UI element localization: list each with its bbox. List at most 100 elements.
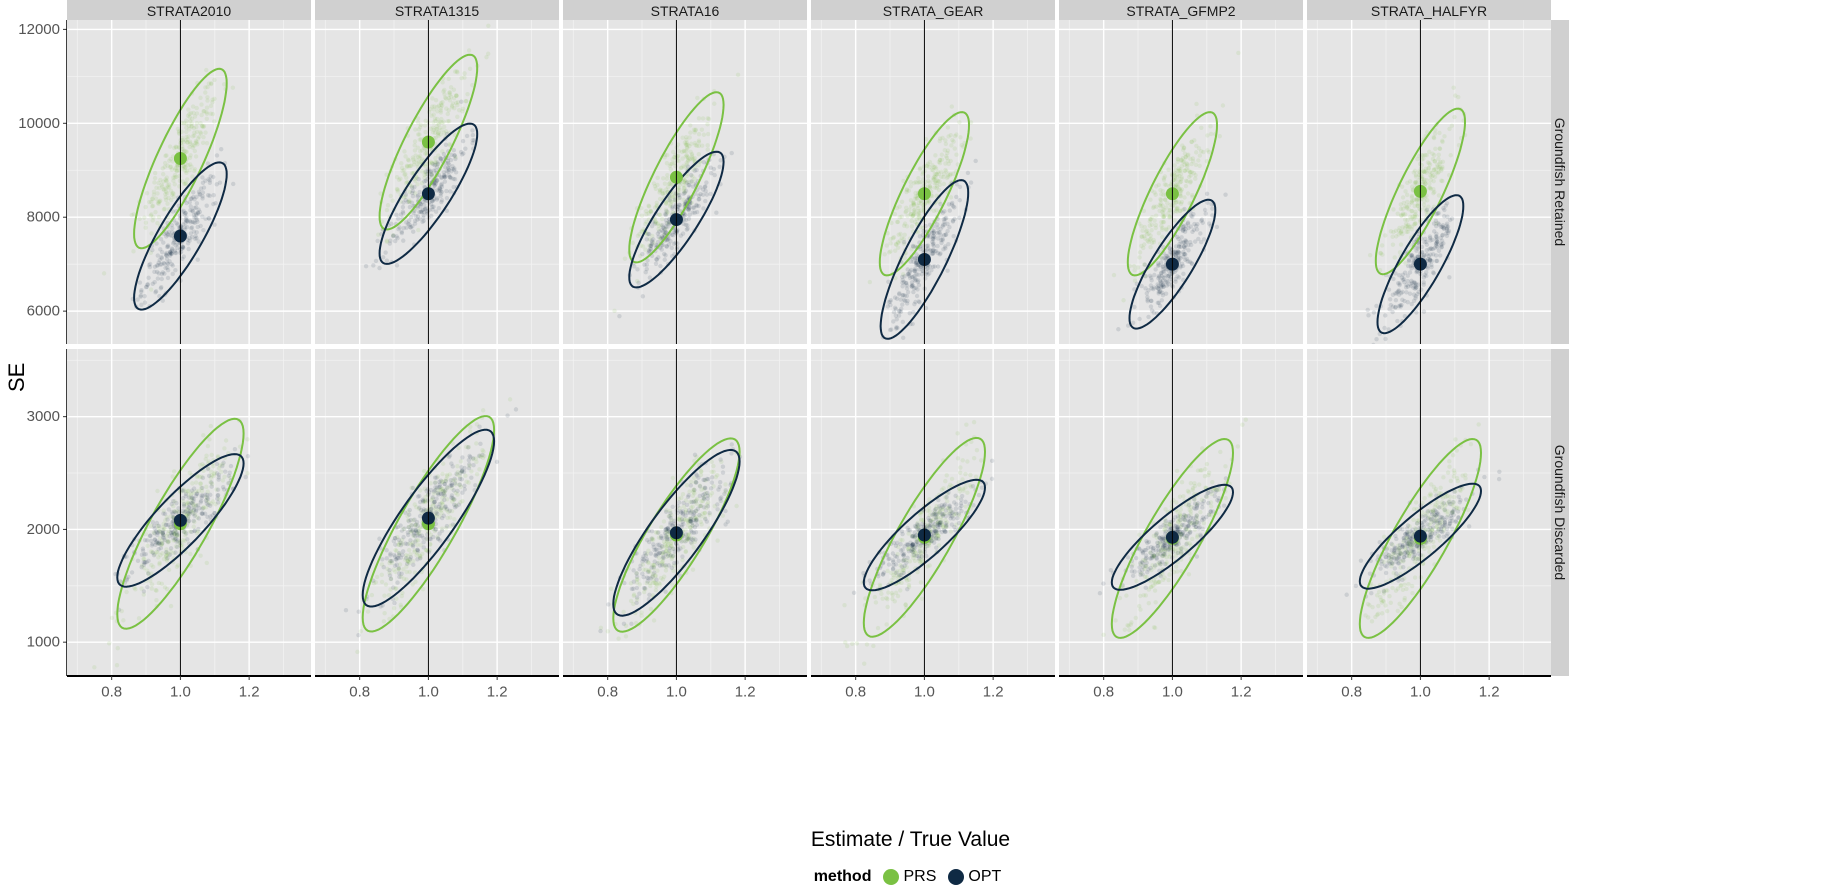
point-prs	[408, 570, 412, 574]
point-opt	[617, 314, 621, 318]
point-prs	[671, 476, 675, 480]
point-prs	[455, 464, 459, 468]
point-opt	[706, 504, 710, 508]
point-prs	[669, 167, 673, 171]
point-opt	[910, 322, 914, 326]
point-prs	[1176, 178, 1180, 182]
point-opt	[138, 280, 142, 284]
point-opt	[894, 307, 898, 311]
point-prs	[437, 130, 441, 134]
point-prs	[974, 475, 978, 479]
point-prs	[1144, 229, 1148, 233]
x-tick-label-strata2010: 1.0	[170, 684, 191, 701]
point-opt	[411, 543, 415, 547]
point-prs	[447, 142, 451, 146]
point-prs	[1179, 194, 1183, 198]
point-opt	[162, 262, 166, 266]
point-opt	[416, 533, 420, 537]
point-opt	[936, 236, 940, 240]
point-prs	[631, 241, 635, 245]
point-prs	[433, 156, 437, 160]
point-opt	[410, 200, 414, 204]
point-prs	[508, 397, 512, 401]
point-prs	[447, 119, 451, 123]
point-opt	[1394, 298, 1398, 302]
point-opt	[1137, 317, 1141, 321]
point-opt	[1145, 299, 1149, 303]
point-opt	[1190, 214, 1194, 218]
point-opt	[194, 236, 198, 240]
point-prs	[199, 102, 203, 106]
point-opt	[169, 262, 173, 266]
point-opt	[954, 195, 958, 199]
point-prs	[392, 606, 396, 610]
point-prs	[157, 215, 161, 219]
point-opt	[1414, 310, 1418, 314]
point-opt	[679, 234, 683, 238]
point-prs	[184, 135, 188, 139]
point-prs	[161, 166, 165, 170]
point-prs	[188, 552, 192, 556]
y-tick-label-groundfish-discarded-2000: 2000	[27, 521, 60, 538]
point-opt	[1434, 238, 1438, 242]
point-prs	[1139, 244, 1143, 248]
point-prs	[395, 175, 399, 179]
point-opt	[139, 293, 143, 297]
point-opt	[215, 462, 219, 466]
point-opt	[1410, 280, 1414, 284]
point-prs	[150, 582, 154, 586]
point-opt	[449, 176, 453, 180]
point-opt	[135, 297, 139, 301]
point-prs	[912, 181, 916, 185]
x-tick-label-strata16: 1.0	[666, 684, 687, 701]
point-opt	[174, 537, 178, 541]
point-opt	[895, 317, 899, 321]
point-opt	[650, 529, 654, 533]
point-opt	[420, 534, 424, 538]
point-prs	[168, 157, 172, 161]
point-prs	[188, 119, 192, 123]
point-opt	[1444, 231, 1448, 235]
point-opt	[444, 479, 448, 483]
point-prs	[1194, 102, 1198, 106]
point-prs	[920, 596, 924, 600]
point-prs	[427, 161, 431, 165]
point-opt	[433, 475, 437, 479]
point-prs	[654, 588, 658, 592]
point-opt	[196, 527, 200, 531]
point-prs	[440, 80, 444, 84]
point-prs	[416, 228, 420, 232]
point-opt	[433, 481, 437, 485]
point-opt	[169, 546, 173, 550]
point-opt	[1428, 258, 1432, 262]
point-prs	[1157, 231, 1161, 235]
point-opt	[208, 504, 212, 508]
point-prs	[150, 197, 154, 201]
point-opt	[717, 165, 721, 169]
point-prs	[1431, 157, 1435, 161]
point-prs	[453, 69, 457, 73]
point-prs	[157, 581, 161, 585]
point-opt	[219, 147, 223, 151]
point-opt	[422, 179, 426, 183]
point-prs	[102, 271, 106, 275]
point-prs	[943, 168, 947, 172]
point-opt	[730, 442, 734, 446]
point-prs	[671, 150, 675, 154]
point-prs	[924, 164, 928, 168]
point-prs	[416, 120, 420, 124]
point-opt	[1157, 263, 1161, 267]
point-opt	[206, 193, 210, 197]
panel-groundfish-discarded-strata2010	[67, 349, 311, 676]
point-opt	[1205, 201, 1209, 205]
y-tick-label-groundfish-retained-6000: 6000	[27, 303, 60, 320]
point-prs	[689, 142, 693, 146]
point-prs	[429, 114, 433, 118]
point-prs	[686, 159, 690, 163]
point-prs	[1154, 223, 1158, 227]
point-opt	[385, 556, 389, 560]
point-opt	[1205, 192, 1209, 196]
point-opt	[190, 495, 194, 499]
point-opt	[923, 249, 927, 253]
point-opt	[467, 454, 471, 458]
